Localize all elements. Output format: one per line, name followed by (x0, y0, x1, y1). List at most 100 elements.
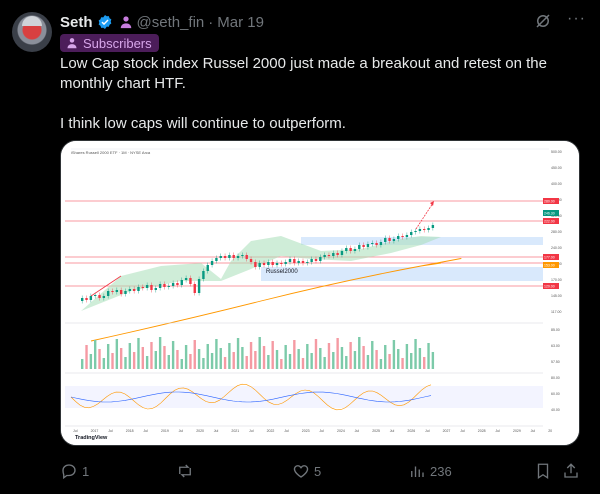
candle-body (219, 256, 222, 258)
candle-body (275, 263, 279, 265)
time-tick-label: 2028 (478, 429, 486, 433)
time-tick-label: Jul (284, 429, 289, 433)
candle-body (81, 298, 84, 301)
candle-body (163, 284, 166, 287)
time-axis: Jul 2017 Jul 2018 Jul 2019 Jul 2020 Jul 2021 Jul 20… (73, 429, 552, 433)
grok-icon[interactable] (534, 12, 552, 30)
svg-text:246.30: 246.30 (544, 212, 555, 216)
candle-body (124, 291, 127, 294)
candle-body (362, 245, 365, 247)
reply-count: 1 (82, 463, 90, 479)
candle-body (358, 245, 361, 249)
time-tick-label: 2025 (372, 429, 380, 433)
candle-body (254, 262, 257, 267)
price-tick-label: 500.00 (551, 150, 562, 154)
volume-bar (332, 352, 335, 369)
volume-bar (210, 353, 214, 369)
candle-body (431, 225, 435, 228)
volume-bar (340, 347, 344, 369)
volume-bar (132, 352, 136, 369)
price-tag: 177.00 (543, 254, 559, 260)
candle-body (323, 255, 326, 257)
candle-body (327, 255, 331, 256)
candle-body (271, 262, 274, 265)
volume-bar (397, 349, 400, 369)
post-text-paragraph-2: I think low caps will continue to outper… (60, 115, 346, 132)
rsi-line (70, 383, 432, 411)
candle-body (349, 248, 352, 251)
candle-body (241, 255, 244, 256)
volume-bar (93, 340, 97, 369)
volume-bar (267, 355, 270, 369)
time-tick-label: Jul (460, 429, 465, 433)
post-date[interactable]: Mar 19 (217, 13, 264, 31)
volume-bar (427, 343, 430, 369)
candle-body (184, 278, 188, 280)
volume-bar (137, 338, 140, 369)
volume-bar (197, 349, 201, 369)
rsi-ma-line (70, 391, 432, 403)
candle-body (215, 258, 218, 261)
time-tick-label: Jul (319, 429, 324, 433)
author-handle[interactable]: @seth_fin (136, 13, 205, 31)
candle-body (332, 253, 335, 256)
candle-body (102, 296, 106, 298)
price-tick-label: 280.00 (551, 230, 562, 234)
share-icon (564, 463, 578, 478)
candle-body (158, 284, 162, 288)
oscillator-tick-label: 60.00 (551, 392, 560, 396)
like-button[interactable]: 5 (292, 462, 321, 480)
subscribers-badge[interactable]: Subscribers (60, 34, 159, 52)
reply-button[interactable]: 1 (60, 462, 89, 480)
volume-bar (89, 354, 93, 369)
volume-bar (362, 346, 365, 369)
volume-bar (245, 356, 248, 369)
price-tag: 246.30 (543, 210, 559, 216)
candle-body (310, 259, 313, 262)
tradingview-watermark: TradingView (75, 435, 108, 441)
candle-body (141, 287, 145, 288)
post-actions: 1 5 236 (60, 460, 580, 482)
volume-bar (280, 359, 283, 369)
repost-button[interactable] (176, 462, 198, 480)
volume-bar (184, 345, 188, 369)
candle-body (319, 257, 322, 261)
candle-body (306, 262, 309, 263)
author-name[interactable]: Seth (60, 13, 93, 31)
candle-body (137, 287, 140, 291)
candle-body (193, 284, 196, 293)
volume-bar (306, 344, 309, 369)
dot-separator: · (208, 13, 214, 31)
bookmark-button[interactable] (534, 462, 552, 480)
time-tick-label: 2019 (161, 429, 169, 433)
post-header: Seth @seth_fin · Mar 19 ··· (60, 10, 588, 32)
subscriber-badge-icon (67, 38, 77, 49)
candle-body (98, 295, 101, 298)
avatar[interactable] (12, 12, 52, 52)
volume-bar (189, 354, 192, 369)
view-count: 236 (430, 463, 452, 479)
more-options-icon[interactable]: ··· (567, 10, 586, 27)
reply-icon (62, 464, 76, 480)
volume-bar (284, 345, 287, 369)
price-tag: 222.00 (543, 218, 559, 224)
candle-body (267, 262, 270, 265)
views-button[interactable]: 236 (408, 462, 452, 480)
volume-bar (379, 359, 383, 369)
candle-body (397, 236, 400, 239)
chart-image[interactable]: iShares Russell 2000 ETF · 1M · NYSE Arc… (61, 141, 579, 445)
time-tick-label: Jul (495, 429, 500, 433)
candle-body (202, 271, 205, 279)
candle-body (345, 248, 348, 251)
candle-body (236, 256, 240, 258)
time-tick-label: 20 (548, 429, 552, 433)
volume-bar (405, 344, 409, 369)
volume-bar (124, 357, 127, 369)
price-tag: 153.00 (543, 262, 559, 268)
time-tick-label: 2021 (231, 429, 239, 433)
candle-body (336, 253, 339, 255)
post-media[interactable]: iShares Russell 2000 ETF · 1M · NYSE Arc… (60, 140, 580, 446)
candle-body (145, 285, 149, 288)
candle-body (245, 255, 248, 259)
share-button[interactable] (562, 462, 580, 480)
